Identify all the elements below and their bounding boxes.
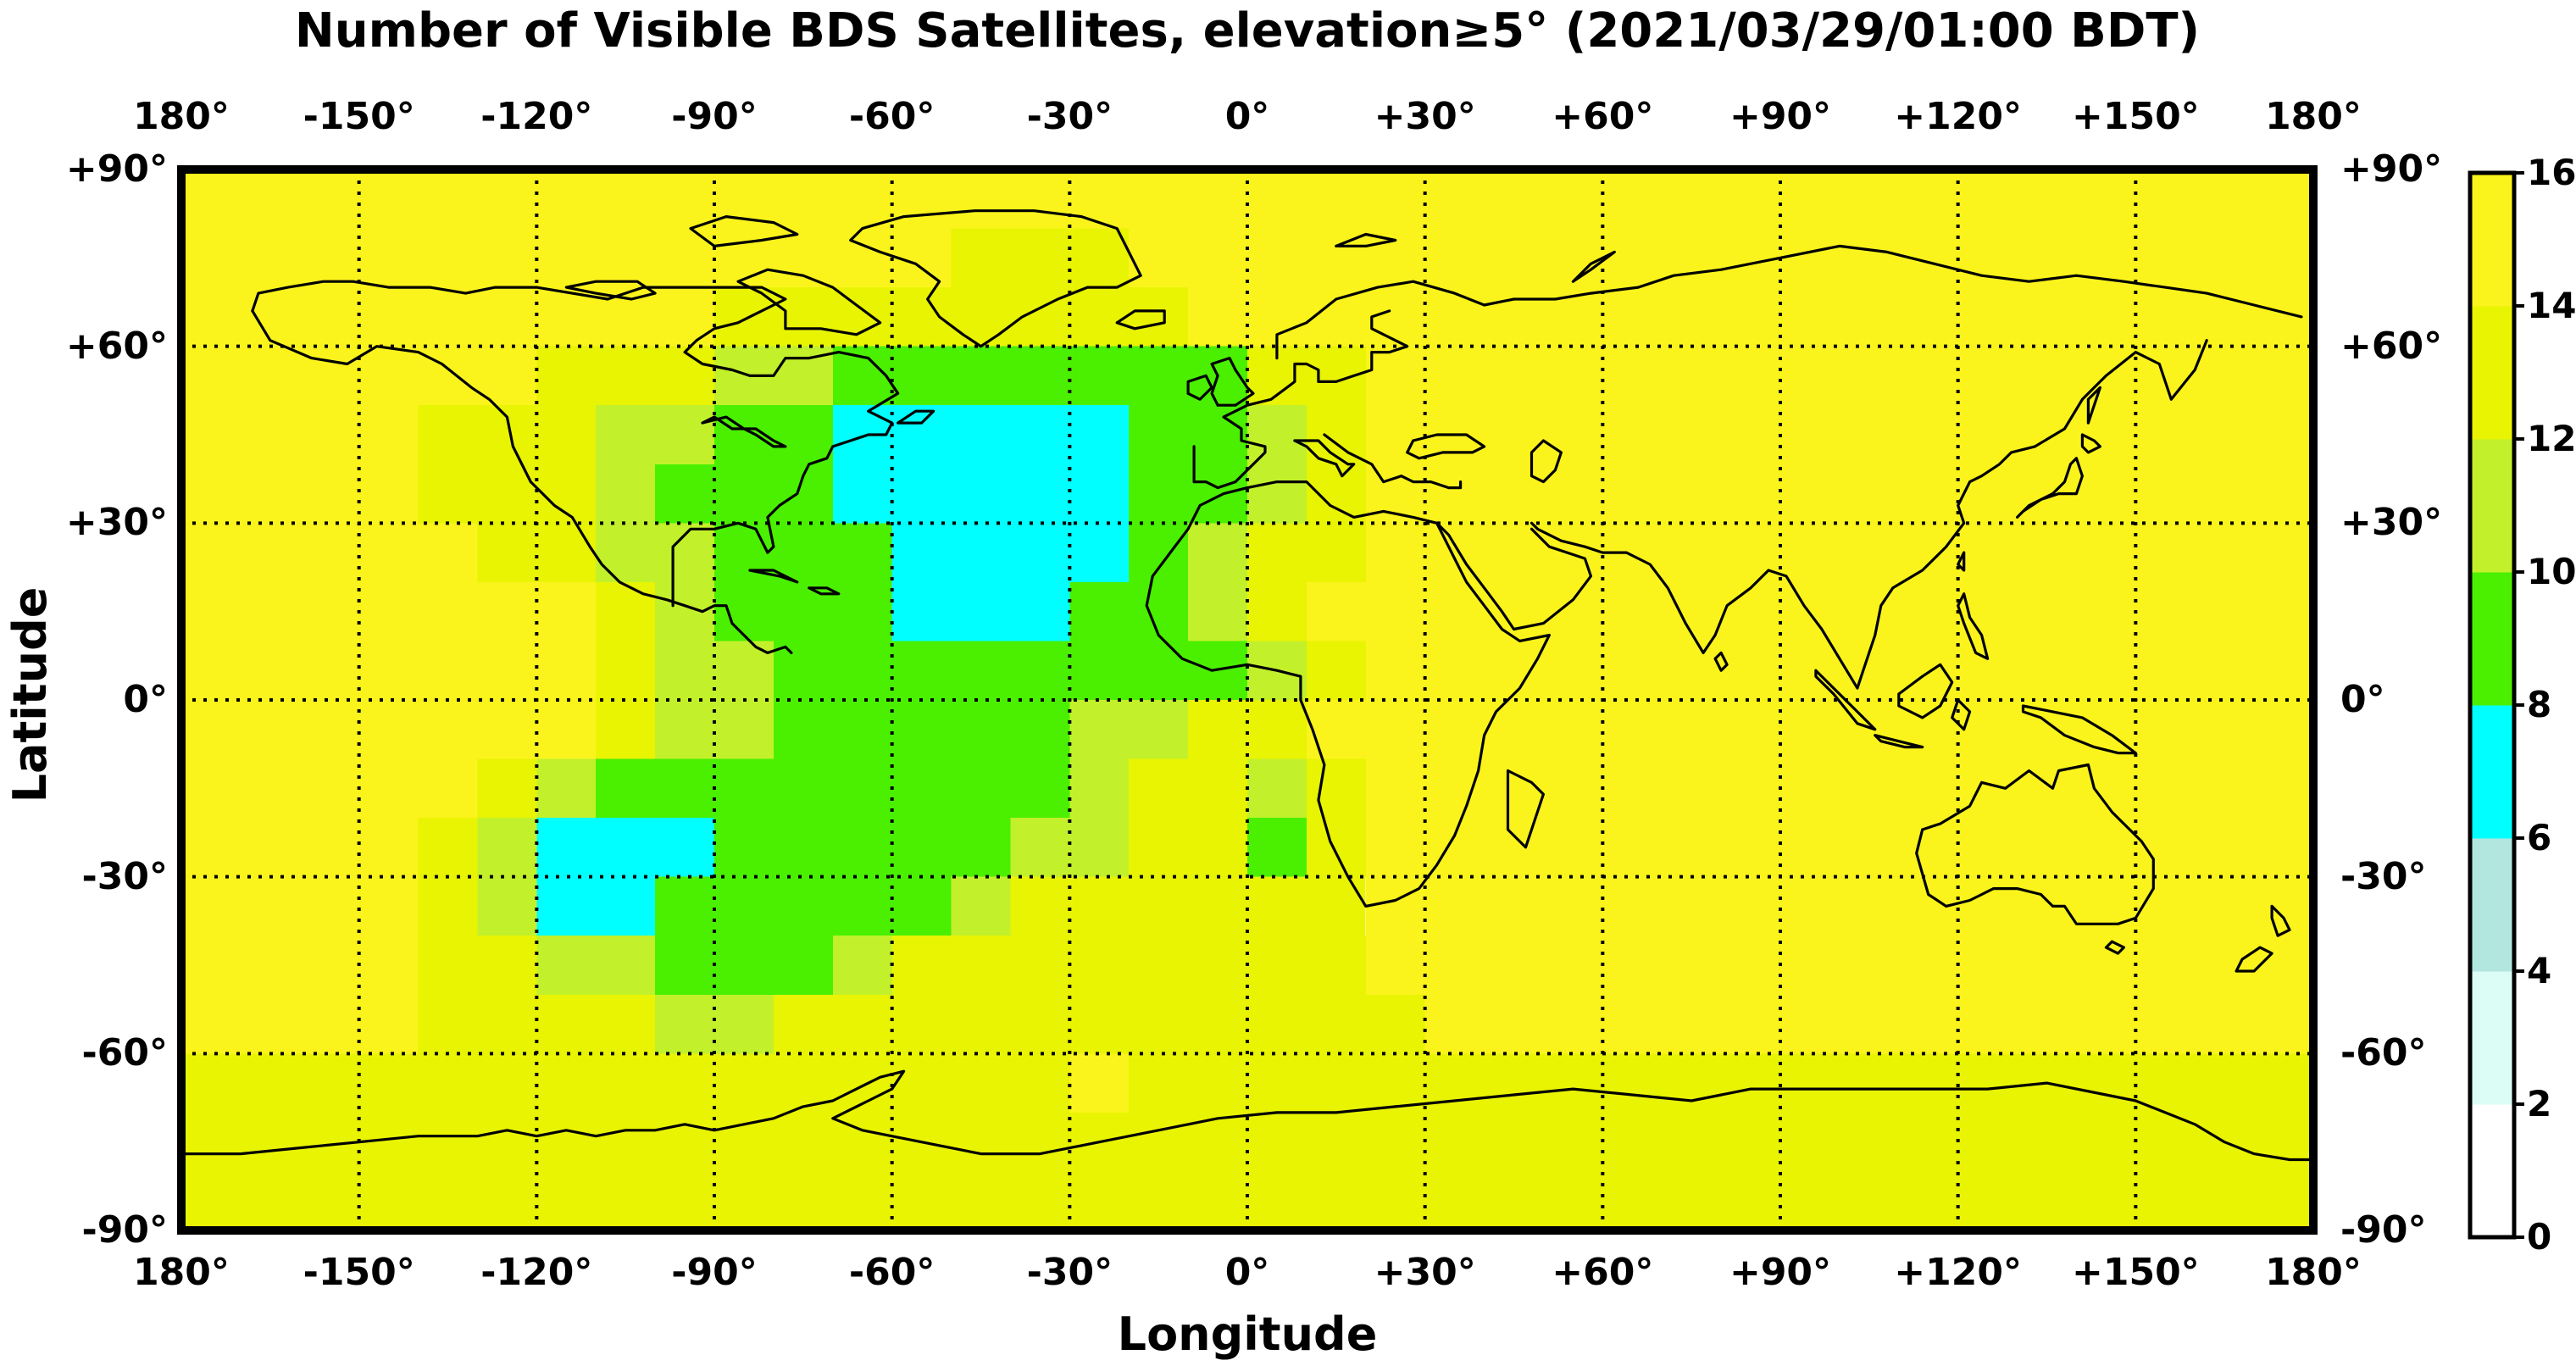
colorbar-tick: 4 bbox=[2527, 950, 2552, 991]
x-tick-bottom: -60° bbox=[848, 1251, 935, 1294]
y-tick-right: +60° bbox=[2340, 324, 2443, 368]
y-tick-right: 0° bbox=[2340, 678, 2385, 721]
x-axis-title: Longitude bbox=[1117, 1308, 1378, 1361]
x-tick-top: -150° bbox=[303, 95, 415, 138]
y-tick-left: -90° bbox=[81, 1208, 169, 1252]
x-tick-top: +150° bbox=[2071, 95, 2200, 138]
x-tick-top: -30° bbox=[1026, 95, 1113, 138]
x-tick-top: 0° bbox=[1224, 95, 1270, 138]
x-tick-bottom: +60° bbox=[1552, 1251, 1654, 1294]
colorbar-tick: 0 bbox=[2527, 1216, 2552, 1258]
x-tick-bottom: -30° bbox=[1026, 1251, 1113, 1294]
y-tick-left: 0° bbox=[123, 678, 168, 721]
y-tick-left: +60° bbox=[65, 324, 168, 368]
graticule-gridlines bbox=[181, 169, 2313, 1230]
heatmap-cells bbox=[181, 169, 2313, 1231]
colorbar-tick: 8 bbox=[2527, 684, 2552, 725]
colorbar-tick: 14 bbox=[2527, 285, 2576, 326]
y-tick-right: -60° bbox=[2340, 1031, 2427, 1075]
colorbar-tick: 16 bbox=[2527, 152, 2576, 193]
x-tick-top: +90° bbox=[1729, 95, 1832, 138]
colorbar-tick: 2 bbox=[2527, 1083, 2552, 1124]
x-tick-top: 180° bbox=[2265, 95, 2362, 138]
x-tick-top: +30° bbox=[1374, 95, 1476, 138]
y-tick-right: -30° bbox=[2340, 854, 2427, 898]
colorbar-tick: 6 bbox=[2527, 817, 2552, 858]
x-tick-top: -60° bbox=[848, 95, 935, 138]
y-tick-right: +90° bbox=[2340, 147, 2443, 191]
y-tick-left: +30° bbox=[65, 501, 168, 545]
y-tick-left: -60° bbox=[81, 1031, 169, 1075]
y-tick-left: -30° bbox=[81, 854, 169, 898]
colorbar bbox=[2468, 170, 2524, 1240]
x-tick-top: -90° bbox=[671, 95, 758, 138]
y-tick-right: +30° bbox=[2340, 501, 2443, 545]
y-tick-left: +90° bbox=[65, 147, 168, 191]
coastlines bbox=[180, 209, 2315, 1162]
x-tick-bottom: +30° bbox=[1374, 1251, 1476, 1294]
y-tick-right: -90° bbox=[2340, 1208, 2427, 1252]
map-frame bbox=[177, 165, 2318, 1235]
x-tick-bottom: 180° bbox=[133, 1251, 230, 1294]
x-tick-top: +120° bbox=[1894, 95, 2023, 138]
x-tick-bottom: +150° bbox=[2071, 1251, 2200, 1294]
x-tick-top: -120° bbox=[480, 95, 593, 138]
x-tick-bottom: -150° bbox=[303, 1251, 415, 1294]
x-tick-bottom: -120° bbox=[480, 1251, 593, 1294]
chart-title: Number of Visible BDS Satellites, elevat… bbox=[294, 3, 2201, 58]
x-tick-bottom: +120° bbox=[1894, 1251, 2023, 1294]
colorbar-tick: 12 bbox=[2527, 418, 2576, 459]
x-tick-bottom: +90° bbox=[1729, 1251, 1832, 1294]
x-tick-bottom: 0° bbox=[1224, 1251, 1270, 1294]
x-tick-top: +60° bbox=[1552, 95, 1654, 138]
colorbar-tick: 10 bbox=[2527, 551, 2576, 592]
x-tick-bottom: 180° bbox=[2265, 1251, 2362, 1294]
x-tick-top: 180° bbox=[133, 95, 230, 138]
x-tick-bottom: -90° bbox=[671, 1251, 758, 1294]
